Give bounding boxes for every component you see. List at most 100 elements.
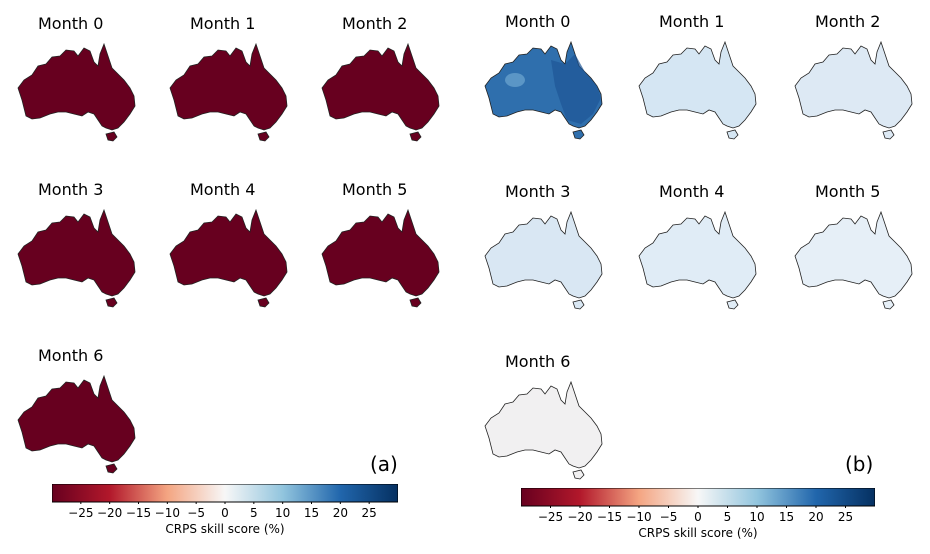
mainland-shape xyxy=(794,40,913,129)
month-label: Month 0 xyxy=(505,12,571,31)
tasmania-shape xyxy=(257,131,270,142)
mainland-shape xyxy=(169,42,288,131)
mainland-shape xyxy=(484,380,603,469)
colorbar-tick-label: 0 xyxy=(694,510,702,524)
month-label: Month 6 xyxy=(505,352,571,371)
australia-map xyxy=(794,210,913,310)
colorbar-tick-label: −15 xyxy=(596,510,623,524)
australia-map xyxy=(484,380,603,480)
mainland-shape xyxy=(638,40,757,129)
colorbar-tick-label: 5 xyxy=(250,506,258,520)
map-tile: Month 5 xyxy=(791,172,926,312)
tasmania-shape xyxy=(882,129,895,140)
map-tile: Month 1 xyxy=(166,4,301,144)
colorbar-tick-label: −25 xyxy=(537,510,564,524)
mainland-shape xyxy=(17,42,136,131)
panel-letter: (a) xyxy=(370,452,398,476)
tasmania-shape xyxy=(572,469,585,480)
map-tile: Month 5 xyxy=(318,170,453,310)
month-label: Month 3 xyxy=(38,180,104,199)
tasmania-shape xyxy=(105,463,118,474)
colorbar-label: CRPS skill score (%) xyxy=(638,526,758,540)
mainland-shape xyxy=(794,210,913,299)
map-tile: Month 6 xyxy=(14,336,149,476)
colorbar-tick-label: 15 xyxy=(778,510,795,524)
panel-b: Month 0 Month 1 Month 2 Month 3 Month 4 … xyxy=(465,0,930,554)
eastern-shading xyxy=(551,54,601,124)
colorbar-tick-label: 10 xyxy=(275,506,291,520)
mainland-shape xyxy=(484,210,603,299)
map-tile: Month 6 xyxy=(481,342,616,482)
australia-map xyxy=(17,374,136,474)
month-label: Month 2 xyxy=(815,12,881,31)
colorbar: −25 −20 −15 −10 −5 0 5 10 15 20 25 CRPS skill scor… xyxy=(52,484,398,544)
australia-map xyxy=(169,42,288,142)
tasmania-shape xyxy=(409,297,422,308)
mainland-shape xyxy=(17,374,136,463)
colorbar-rect xyxy=(52,484,398,503)
colorbar-gradient xyxy=(52,484,398,504)
month-label: Month 4 xyxy=(190,180,256,199)
colorbar-tick-label: −5 xyxy=(659,510,678,524)
mainland-shape xyxy=(321,208,440,297)
colorbar-tick-label: 5 xyxy=(723,510,732,524)
month-label: Month 0 xyxy=(38,14,104,33)
month-label: Month 4 xyxy=(659,182,725,201)
australia-map xyxy=(638,40,757,140)
western-shading xyxy=(505,73,525,87)
colorbar-tick-label: −10 xyxy=(626,510,652,524)
colorbar-tick-label: 0 xyxy=(221,506,229,520)
colorbar-tick-label: −20 xyxy=(96,506,123,520)
map-tile: Month 1 xyxy=(635,2,770,142)
colorbar-tick-label: 25 xyxy=(837,510,854,524)
tasmania-shape xyxy=(409,131,422,142)
colorbar-label: CRPS skill score (%) xyxy=(165,522,285,536)
tasmania-shape xyxy=(882,299,895,310)
mainland-shape xyxy=(638,210,757,299)
australia-map xyxy=(638,210,757,310)
month-label: Month 1 xyxy=(659,12,725,31)
tasmania-shape xyxy=(105,131,118,142)
colorbar-tick-label: 20 xyxy=(808,510,824,524)
tasmania-shape xyxy=(726,129,739,140)
australia-map xyxy=(169,208,288,308)
map-tile: Month 4 xyxy=(635,172,770,312)
mainland-shape xyxy=(321,42,440,131)
colorbar-tick-label: 20 xyxy=(332,506,348,520)
colorbar: −25 −20 −15 −10 −5 0 5 10 15 20 25 CRPS skill scor… xyxy=(521,488,875,548)
australia-map xyxy=(17,208,136,308)
map-tile: Month 2 xyxy=(791,2,926,142)
month-label: Month 5 xyxy=(342,180,408,199)
colorbar-tick-label: −5 xyxy=(187,506,206,520)
colorbar-rect xyxy=(521,488,875,507)
panel-a: Month 0 Month 1 Month 2 Month 3 Month 4 … xyxy=(14,4,453,544)
australia-map xyxy=(484,210,603,310)
tasmania-shape xyxy=(105,297,118,308)
month-label: Month 6 xyxy=(38,346,104,365)
map-tile: Month 0 xyxy=(481,2,616,142)
tasmania-shape xyxy=(257,297,270,308)
tasmania-shape xyxy=(572,129,585,140)
tasmania-shape xyxy=(572,299,585,310)
month-label: Month 1 xyxy=(190,14,256,33)
month-label: Month 2 xyxy=(342,14,408,33)
colorbar-tick-label: −10 xyxy=(154,506,180,520)
month-label: Month 5 xyxy=(815,182,881,201)
map-tile: Month 0 xyxy=(14,4,149,144)
colorbar-tick-label: 15 xyxy=(303,506,320,520)
panel-letter: (b) xyxy=(845,452,874,476)
australia-map xyxy=(17,42,136,142)
colorbar-tick-label: −25 xyxy=(68,506,94,520)
australia-map xyxy=(794,40,913,140)
tasmania-shape xyxy=(726,299,739,310)
month-label: Month 3 xyxy=(505,182,571,201)
map-tile: Month 3 xyxy=(14,170,149,310)
map-tile: Month 2 xyxy=(318,4,453,144)
australia-map xyxy=(321,42,440,142)
map-tile: Month 4 xyxy=(166,170,301,310)
colorbar-gradient xyxy=(521,488,875,508)
mainland-shape xyxy=(169,208,288,297)
colorbar-tick-label: −20 xyxy=(567,510,593,524)
australia-map xyxy=(484,40,603,140)
colorbar-tick-label: 25 xyxy=(361,506,377,520)
